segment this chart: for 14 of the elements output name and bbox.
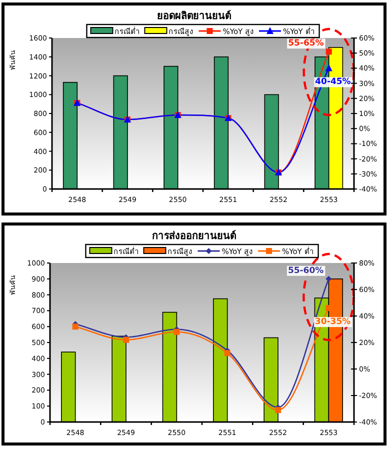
annotation: 30-35% [314,317,352,328]
point [72,324,78,330]
point [326,276,332,282]
annotation: 40-45% [315,77,352,88]
point [174,328,180,335]
chart-title: การส่งออกยานยนต์ [152,230,236,242]
point [224,350,230,356]
point [326,48,332,55]
point [275,407,281,414]
annotation: 55-60% [288,266,324,276]
annotation: 55-65% [288,38,324,49]
chart-title: ยอดผลิตยานยนต์ [157,10,231,22]
point [123,336,129,343]
point [325,64,332,72]
